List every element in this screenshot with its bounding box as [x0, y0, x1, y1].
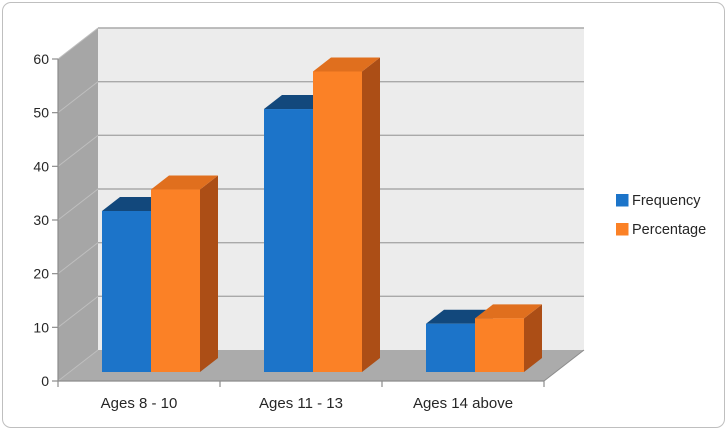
bar-side-face [200, 175, 218, 372]
y-axis-tick-label: 40 [33, 158, 49, 174]
floor-right-edge [543, 349, 585, 382]
y-axis-tick-label: 20 [33, 266, 49, 282]
legend: Frequency Percentage [616, 193, 706, 238]
y-axis-tick-label: 60 [33, 51, 49, 67]
legend-item-percentage: Percentage [616, 222, 706, 238]
y-axis-tick-label: 50 [33, 105, 49, 121]
bar-front-face [151, 189, 200, 372]
y-axis-tick-label: 30 [33, 212, 49, 228]
bar-percentage-0 [151, 175, 218, 372]
bar-front-face [313, 71, 362, 372]
bars [102, 57, 542, 373]
x-axis-category-label: Ages 8 - 10 [101, 395, 178, 412]
bar-top-face [151, 175, 218, 190]
legend-label: Frequency [632, 193, 701, 209]
bar-front-face [426, 323, 475, 372]
bar-front-face [475, 318, 524, 372]
wall-gridline [57, 188, 99, 221]
y-axis-tick-label: 0 [41, 373, 49, 389]
legend-swatch [616, 194, 629, 207]
x-axis-labels: Ages 8 - 10 Ages 11 - 13 Ages 14 above [101, 395, 513, 412]
wall-gridline [57, 134, 99, 167]
wall-gridline [57, 81, 99, 114]
x-axis-category-label: Ages 11 - 13 [259, 395, 343, 412]
wall-gridline [57, 27, 99, 60]
y-axis-labels: 0 10 20 30 40 50 60 [33, 51, 49, 389]
bar-front-face [264, 109, 313, 373]
bar-front-face [102, 211, 151, 372]
legend-swatch [616, 223, 629, 236]
bar-side-face [362, 57, 380, 372]
x-axis-category-label: Ages 14 above [413, 395, 513, 412]
y-axis-tick-label: 10 [33, 319, 49, 335]
bar-top-face [313, 57, 380, 72]
bar-percentage-1 [313, 57, 380, 372]
legend-item-frequency: Frequency [616, 193, 701, 209]
axes [52, 58, 585, 387]
wall-gridline [57, 349, 99, 382]
wall-gridline [57, 295, 99, 328]
wall-gridlines [57, 27, 99, 382]
bar-top-face [475, 304, 542, 319]
bar-side-face [524, 304, 542, 372]
wall-gridline [57, 242, 99, 275]
legend-label: Percentage [632, 222, 706, 238]
bar-percentage-2 [475, 304, 542, 372]
